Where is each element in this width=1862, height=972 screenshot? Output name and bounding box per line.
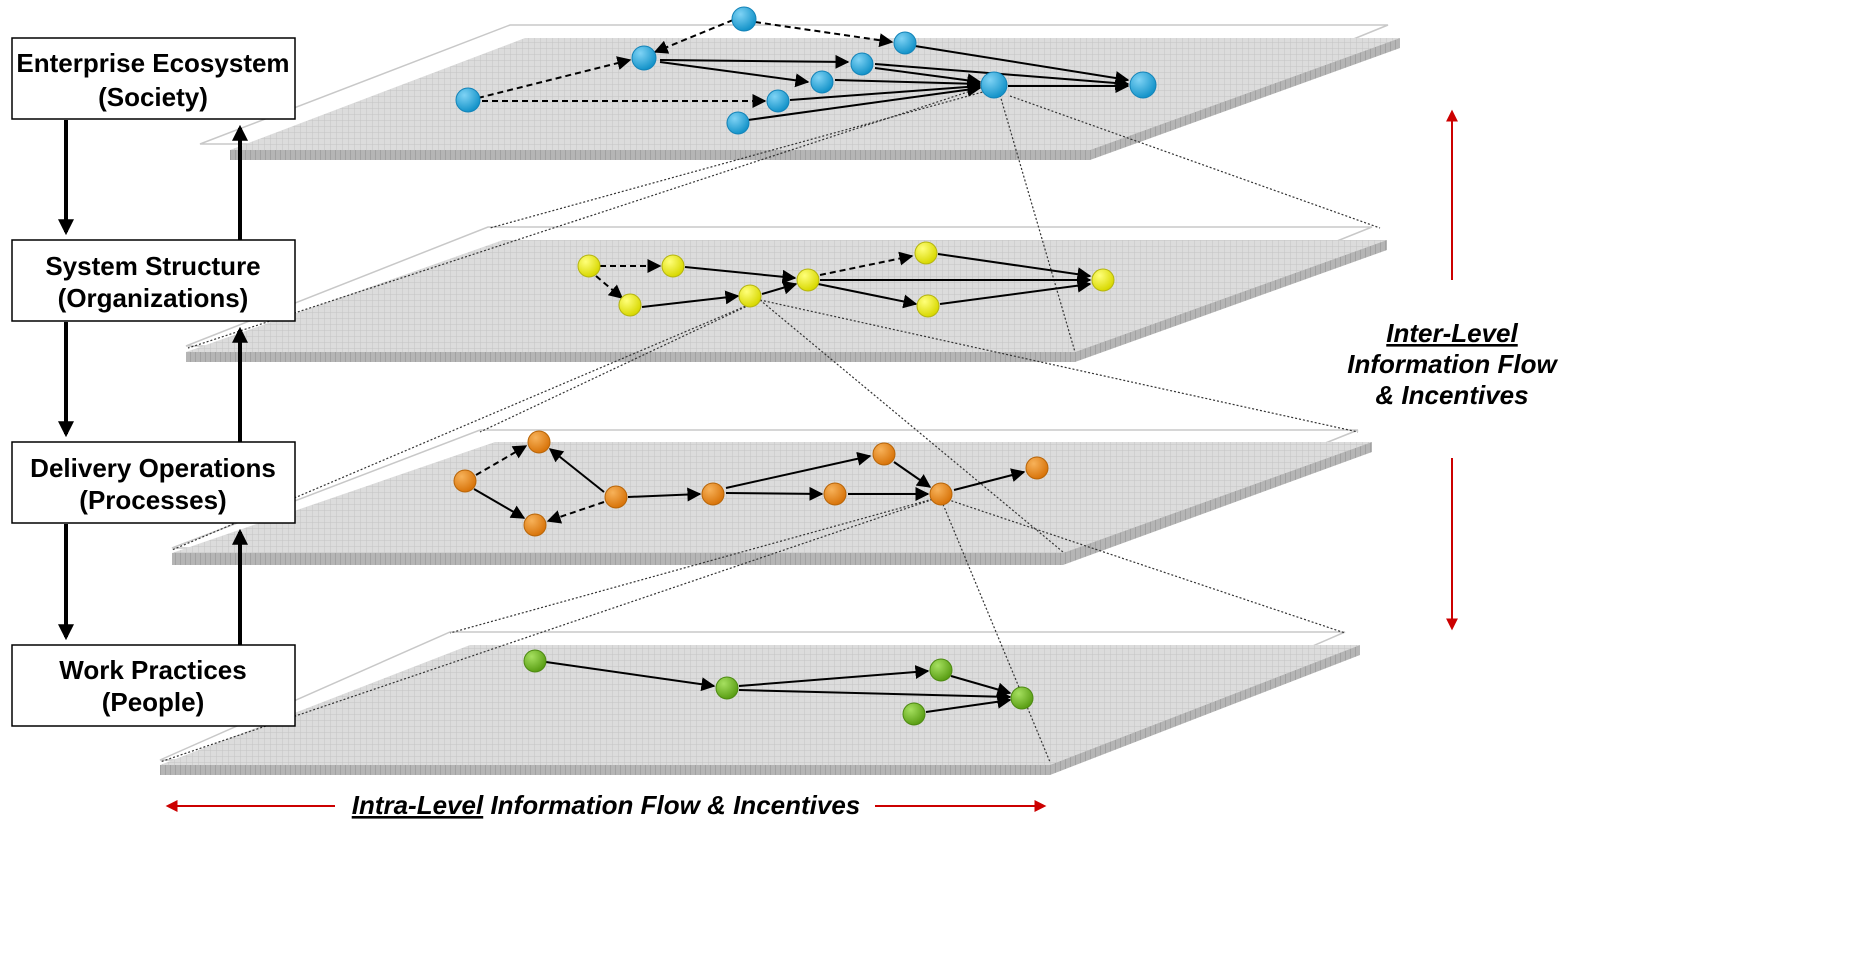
network-ecosystem bbox=[477, 19, 1130, 121]
level-subtitle: (Organizations) bbox=[58, 283, 249, 313]
plane-ecosystem bbox=[199, 24, 1400, 160]
level-subtitle: (Society) bbox=[98, 82, 208, 112]
level-title: Work Practices bbox=[59, 655, 246, 685]
nodes-system bbox=[577, 241, 1115, 318]
level-subtitle: (People) bbox=[102, 687, 205, 717]
node bbox=[523, 649, 547, 673]
node bbox=[661, 254, 685, 278]
node bbox=[455, 87, 481, 113]
node bbox=[893, 31, 917, 55]
inter-level-line3: & Incentives bbox=[1375, 380, 1528, 410]
node bbox=[766, 89, 790, 113]
node bbox=[929, 482, 953, 506]
inter-level-title: Inter-Level bbox=[1386, 318, 1518, 348]
level-title: System Structure bbox=[45, 251, 260, 281]
node bbox=[916, 294, 940, 318]
level-subtitle: (Processes) bbox=[79, 485, 226, 515]
level-title: Enterprise Ecosystem bbox=[16, 48, 289, 78]
network-operations bbox=[473, 445, 1026, 524]
node bbox=[527, 430, 551, 454]
node bbox=[715, 676, 739, 700]
node bbox=[1010, 686, 1034, 710]
level-box-operations: Delivery Operations (Processes) bbox=[11, 441, 296, 524]
node bbox=[577, 254, 601, 278]
nodes-ecosystem bbox=[455, 6, 1157, 135]
intra-level-title: Intra-Level bbox=[352, 790, 484, 820]
node bbox=[523, 513, 547, 537]
level-title: Delivery Operations bbox=[30, 453, 276, 483]
node bbox=[796, 268, 820, 292]
node bbox=[1129, 71, 1157, 99]
node bbox=[726, 111, 750, 135]
node bbox=[914, 241, 938, 265]
nodes-practices bbox=[523, 649, 1034, 726]
node bbox=[902, 702, 926, 726]
node bbox=[823, 482, 847, 506]
network-system bbox=[595, 251, 1092, 309]
inter-level-line2: Information Flow bbox=[1347, 349, 1558, 379]
node bbox=[1025, 456, 1049, 480]
node bbox=[618, 293, 642, 317]
plane-operations bbox=[171, 429, 1372, 565]
node bbox=[731, 6, 757, 32]
inter-level-label: Inter-Level Information Flow & Incentive… bbox=[1347, 318, 1558, 410]
node bbox=[850, 52, 874, 76]
level-box-system: System Structure (Organizations) bbox=[11, 239, 296, 322]
node bbox=[701, 482, 725, 506]
node bbox=[604, 485, 628, 509]
node bbox=[631, 45, 657, 71]
node bbox=[1091, 268, 1115, 292]
level-arrows bbox=[58, 120, 248, 645]
level-box-ecosystem: Enterprise Ecosystem (Society) bbox=[11, 37, 296, 120]
node bbox=[980, 71, 1008, 99]
node bbox=[738, 284, 762, 308]
level-box-practices: Work Practices (People) bbox=[11, 644, 296, 727]
node bbox=[929, 658, 953, 682]
nodes-operations bbox=[453, 430, 1049, 537]
plane-system bbox=[185, 226, 1387, 362]
intra-level-rest: Information Flow & Incentives bbox=[483, 790, 860, 820]
network-practices bbox=[545, 661, 1012, 713]
node bbox=[872, 442, 896, 466]
node bbox=[453, 469, 477, 493]
plane-practices bbox=[159, 631, 1360, 775]
intra-level-label: Intra-Level Information Flow & Incentive… bbox=[352, 790, 861, 820]
node bbox=[810, 70, 834, 94]
